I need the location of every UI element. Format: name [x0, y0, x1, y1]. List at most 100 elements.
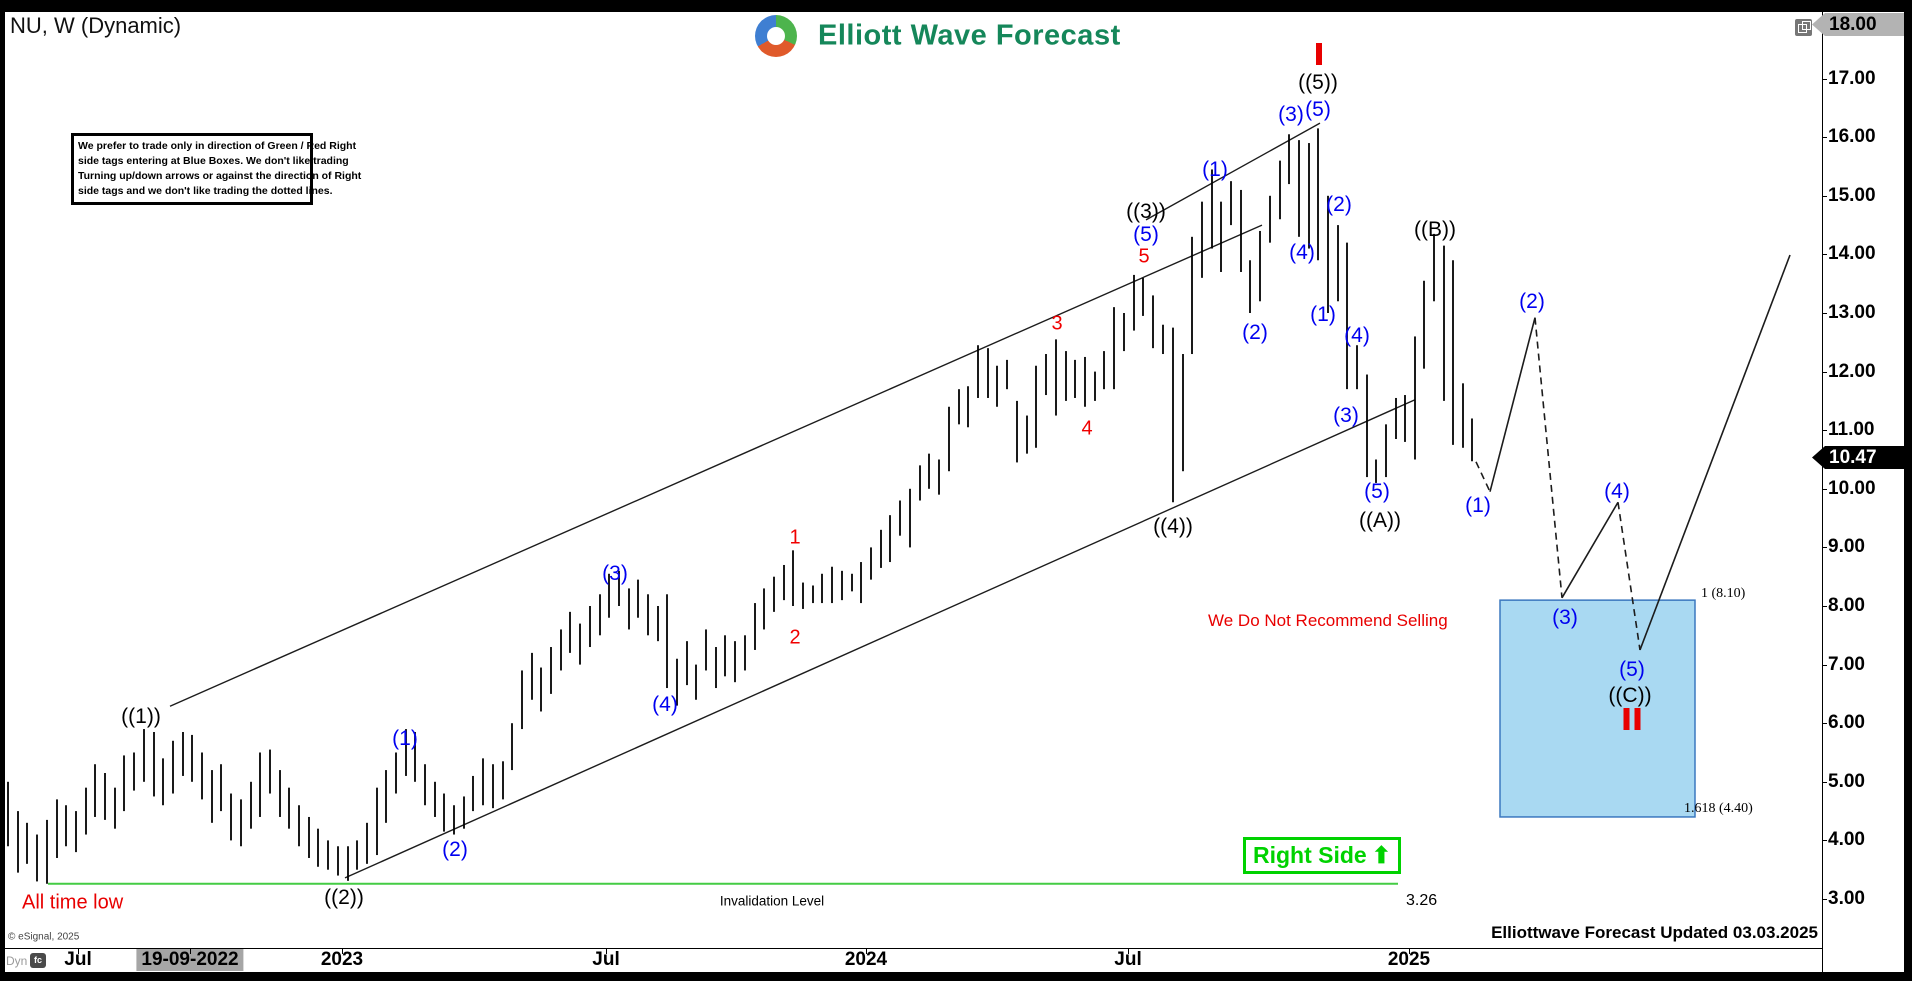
price-axis-label: 3.00 — [1828, 888, 1865, 909]
wave-label-blue: (5) — [1305, 98, 1331, 122]
wave-label-blue: (3) — [602, 561, 628, 585]
wave-label-blue: (3) — [1333, 404, 1359, 428]
price-axis-tick — [1822, 723, 1827, 725]
price-axis-tick — [1822, 430, 1827, 432]
price-axis-tick — [1822, 547, 1827, 549]
disclaimer-line: side tags entering at Blue Boxes. We don… — [78, 155, 349, 167]
dyn-mode-label: Dyn — [6, 954, 28, 968]
price-axis-label: 17.00 — [1828, 67, 1876, 89]
price-axis-tick — [1822, 254, 1827, 256]
price-axis-label: 7.00 — [1828, 653, 1865, 675]
time-axis-label: 2025 — [1387, 949, 1431, 970]
price-axis-label: 12.00 — [1828, 360, 1876, 382]
price-axis-tick — [1822, 606, 1827, 607]
time-axis-tick — [866, 948, 867, 954]
time-axis-label-highlighted: 19-09-2022 — [136, 949, 244, 971]
time-axis-tick — [78, 948, 79, 954]
wave-label-blue: (4) — [1604, 479, 1630, 503]
restore-window-icon[interactable] — [1795, 19, 1812, 36]
time-axis-tick — [1409, 948, 1410, 954]
price-axis-label: 10.00 — [1828, 477, 1876, 499]
price-axis-tick — [1822, 195, 1827, 197]
price-axis-label: 14.00 — [1828, 243, 1876, 265]
price-axis-label: 5.00 — [1828, 770, 1865, 792]
forecast-update-watermark: Elliottwave Forecast Updated 03.03.2025 — [1491, 923, 1818, 942]
roman-numeral-I — [1316, 42, 1322, 65]
brand-logo-icon — [755, 15, 797, 57]
price-axis-label: 16.00 — [1828, 126, 1876, 148]
wave-label-blue: (4) — [652, 693, 678, 717]
trendline-1 — [344, 399, 1416, 879]
right-side-tag: Right Side ⬆ — [1243, 837, 1402, 874]
price-axis-label: 8.00 — [1828, 595, 1865, 616]
trendline-0 — [169, 224, 1263, 707]
fib-extension-top-label: 1 (8.10) — [1701, 586, 1746, 601]
projection-segment — [1475, 461, 1491, 493]
projection-segment — [1561, 501, 1619, 599]
wave-label-blue: (3) — [1552, 605, 1578, 629]
time-axis-label: 2023 — [320, 949, 364, 970]
wave-label-black: ((1)) — [121, 704, 161, 728]
price-axis-tick — [1822, 488, 1827, 490]
wave-label-red: 2 — [789, 626, 801, 649]
price-axis-tick — [1822, 78, 1827, 80]
time-axis-label: Jul — [592, 949, 620, 970]
esignal-copyright: © eSignal, 2025 — [8, 931, 80, 943]
wave-label-blue: (2) — [1242, 320, 1268, 344]
arrow-up-icon: ⬆ — [1371, 842, 1392, 868]
trendline-2 — [1145, 122, 1321, 221]
time-axis-tick — [342, 948, 343, 954]
wave-label-black: ((4)) — [1153, 514, 1193, 538]
wave-label-blue: (4) — [1344, 323, 1370, 347]
time-axis-label: 2024 — [844, 949, 888, 970]
roman-numeral-II — [1623, 708, 1641, 731]
price-axis-tick — [1822, 781, 1827, 783]
projection-segment — [1639, 254, 1791, 651]
wave-label-black: ((2)) — [324, 885, 364, 909]
price-axis-label: 15.00 — [1828, 184, 1876, 206]
price-axis-label: 13.00 — [1828, 302, 1876, 323]
wave-label-blue: (2) — [442, 837, 468, 861]
wave-label-blue: (1) — [392, 727, 418, 751]
invalidation-level-label: Invalidation Level — [719, 893, 825, 909]
wave-label-blue: (1) — [1202, 158, 1228, 182]
no-sell-note: We Do Not Recommend Selling — [1208, 611, 1448, 630]
fib-extension-bottom-label: 1.618 (4.40) — [1684, 801, 1753, 816]
disclaimer-line: We prefer to trade only in direction of … — [78, 140, 357, 152]
time-axis-label: Jul — [64, 949, 92, 970]
projection-segment — [1617, 502, 1641, 651]
wave-label-blue: (2) — [1326, 193, 1352, 217]
disclaimer-box: We prefer to trade only in direction of … — [71, 133, 362, 205]
symbol-title: NU, W (Dynamic) — [10, 13, 182, 38]
wave-label-blue: (3) — [1278, 102, 1304, 126]
price-tag-current: 10.47 — [1812, 446, 1904, 469]
projection-segment — [1489, 317, 1536, 492]
all-time-low-note: All time low — [22, 891, 124, 914]
invalidation-level-value: 3.26 — [1406, 892, 1438, 909]
right-side-label: Right Side — [1253, 842, 1367, 868]
price-axis-label: 9.00 — [1828, 536, 1865, 558]
disclaimer-line: side tags and we don't like trading the … — [78, 185, 333, 197]
price-axis-tick — [1822, 664, 1827, 666]
wave-label-blue: (5) — [1364, 479, 1390, 503]
wave-label-blue: (1) — [1310, 302, 1336, 326]
wave-label-black: ((5)) — [1298, 71, 1338, 95]
wave-label-blue: (5) — [1133, 223, 1159, 247]
disclaimer-line: Turning up/down arrows or against the di… — [78, 170, 362, 182]
projection-segment — [1534, 317, 1563, 598]
wave-label-black: ((3)) — [1126, 200, 1166, 224]
wave-label-blue: (1) — [1465, 493, 1491, 517]
price-axis-label: 6.00 — [1828, 712, 1865, 734]
time-axis-label: Jul — [1114, 949, 1142, 970]
wave-label-red: 4 — [1081, 417, 1093, 440]
price-axis-tick — [1822, 371, 1827, 373]
time-axis-tick — [1128, 948, 1129, 954]
esignal-feed-icon: fc — [30, 953, 46, 968]
price-axis-tick — [1822, 899, 1827, 900]
price-axis-tick — [1822, 137, 1827, 139]
time-axis-tick — [606, 948, 607, 954]
blue-box-target-zone — [1499, 599, 1696, 818]
wave-label-blue: (5) — [1619, 657, 1645, 681]
